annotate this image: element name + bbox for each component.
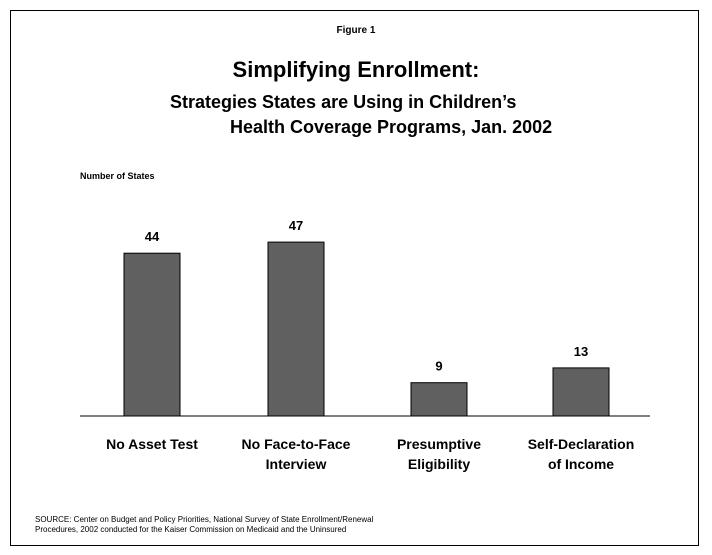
chart-title: Simplifying Enrollment: <box>232 57 480 82</box>
source-note: SOURCE: Center on Budget and Policy Prio… <box>35 515 515 535</box>
x-tick-label-2-0: Presumptive <box>397 436 481 452</box>
data-label-0: 44 <box>145 229 160 244</box>
x-tick-label-1-0: No Face-to-Face <box>242 436 351 452</box>
chart-subtitle-line2: Health Coverage Programs, Jan. 2002 <box>230 117 553 137</box>
bar-2 <box>410 382 468 417</box>
data-label-1: 47 <box>289 218 303 233</box>
source-line-2: Procedures, 2002 conducted for the Kaise… <box>35 525 347 534</box>
x-tick-label-0-0: No Asset Test <box>106 436 198 452</box>
figure-label: Figure 1 <box>336 25 376 36</box>
x-tick-label-3-0: Self-Declaration <box>528 436 635 452</box>
source-line-1: SOURCE: Center on Budget and Policy Prio… <box>35 515 374 524</box>
x-tick-label-2-1: Eligibility <box>408 456 470 472</box>
chart-subtitle-line1: Strategies States are Using in Children’… <box>170 92 517 112</box>
bar-3 <box>552 367 610 417</box>
data-label-2: 9 <box>435 359 442 374</box>
x-tick-label-3-1: of Income <box>548 456 614 472</box>
x-tick-label-1-1: Interview <box>266 456 327 472</box>
bar-0 <box>123 252 181 417</box>
bar-1 <box>267 241 325 417</box>
y-axis-label: Number of States <box>80 171 155 181</box>
data-label-3: 13 <box>574 344 588 359</box>
figure-frame <box>10 10 699 546</box>
